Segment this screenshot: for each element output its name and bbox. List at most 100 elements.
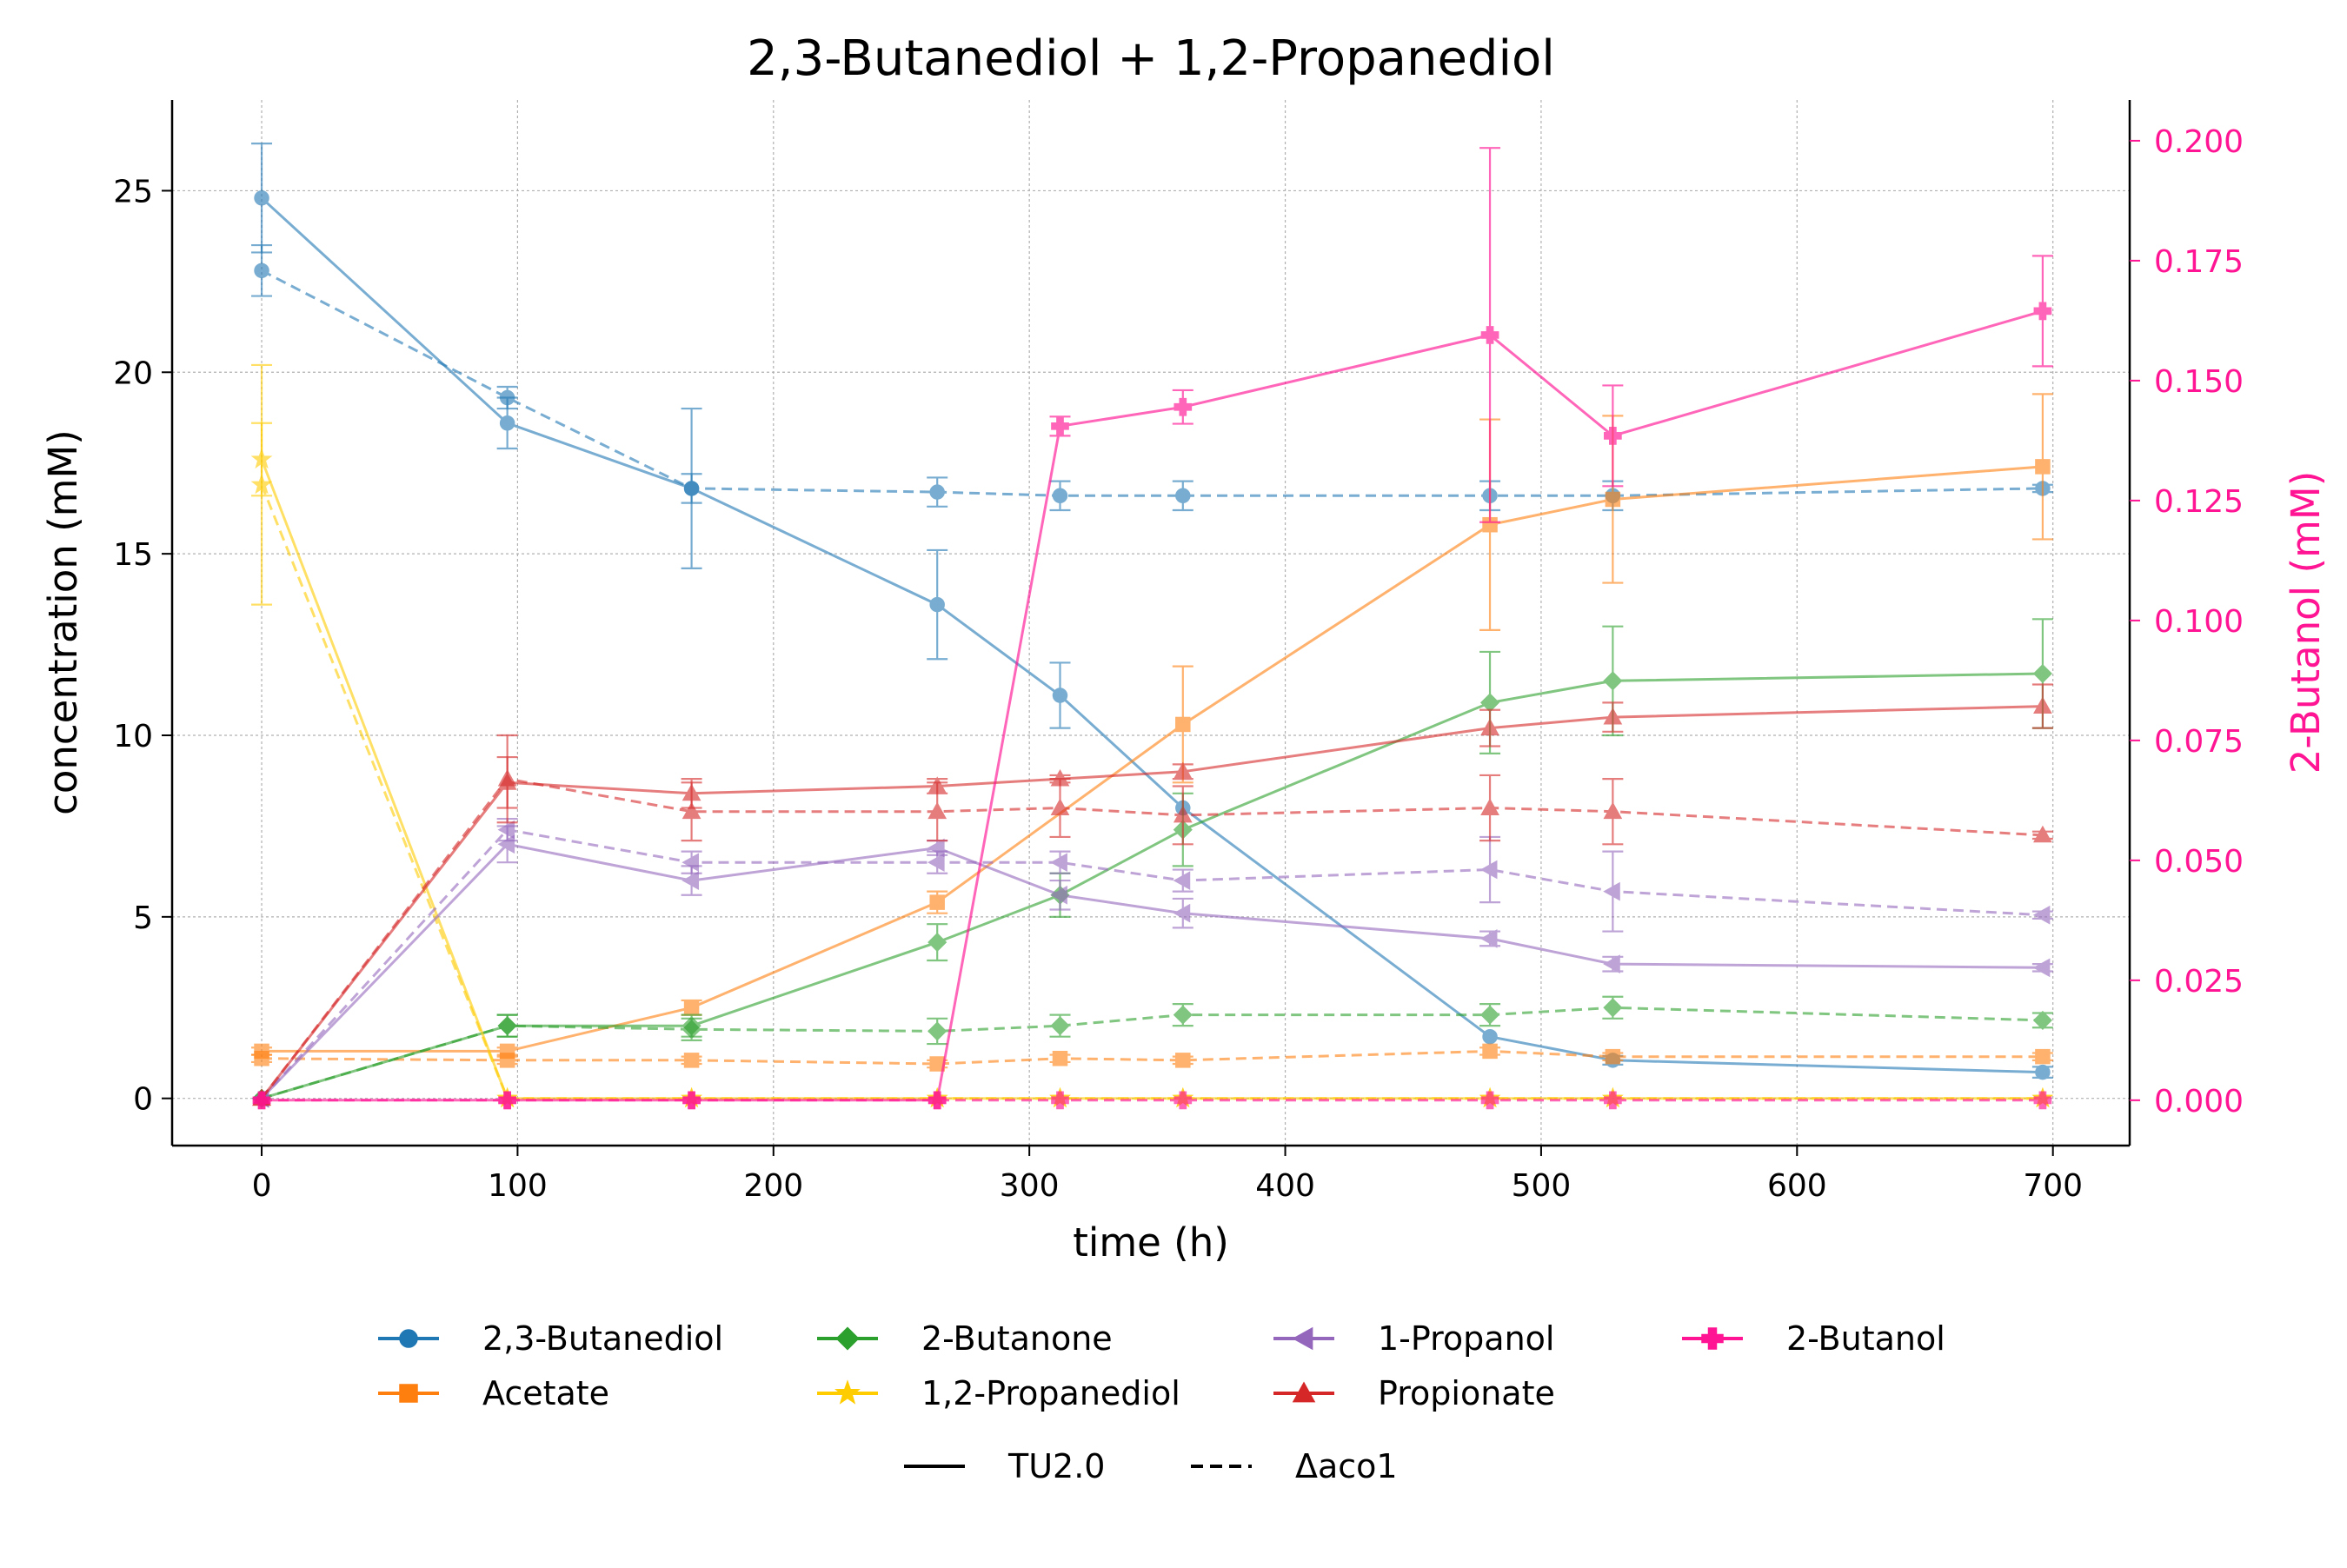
data-point (1052, 688, 1068, 703)
data-point (497, 820, 515, 840)
y-tick-label: 20 (113, 355, 153, 391)
series-line (261, 1006, 2043, 1100)
data-point (1480, 718, 1499, 736)
data-point (1603, 801, 1623, 820)
y2-tick-label: 0.200 (2154, 124, 2244, 160)
series-propionate-tu2 (252, 683, 2053, 1106)
x-tick-label: 200 (743, 1168, 803, 1204)
data-point (499, 415, 515, 431)
legend-label: 2,3-Butanediol (482, 1319, 723, 1358)
data-point (929, 596, 945, 613)
legend-item: 2-Butanol (1682, 1319, 1945, 1358)
legend-marker (1292, 1381, 1316, 1403)
data-point (1050, 798, 1070, 815)
legend-label: Propionate (1378, 1374, 1555, 1412)
y-tick-label: 0 (133, 1082, 153, 1118)
data-point (1175, 716, 1191, 733)
chart-title: 2,3-Butanediol + 1,2-Propanediol (747, 30, 1555, 87)
ticks: 0 100 200 300 400 500 600 700 0 5 10 15 20 25 0.000 0.0… (113, 124, 2244, 1204)
y2-tick-label: 0.025 (2154, 964, 2244, 1000)
data-point (1050, 853, 1067, 873)
y2-tick-label: 0.075 (2154, 724, 2244, 760)
data-point (1052, 1051, 1068, 1066)
series-2-butanol-daco1 (252, 1091, 2052, 1110)
data-point (683, 481, 700, 496)
legend-style-item: TU2.0 (904, 1447, 1105, 1485)
legend-style-item: Δaco1 (1191, 1447, 1398, 1485)
series-2-butanone-tu2 (251, 618, 2053, 1108)
data-point (1174, 397, 1193, 416)
data-point (499, 389, 515, 406)
data-point (927, 1021, 947, 1041)
legend-style-label: Δaco1 (1295, 1447, 1398, 1485)
series-2-butanone-daco1 (251, 995, 2053, 1108)
data-point (2035, 459, 2051, 475)
series-layer (250, 143, 2054, 1110)
legend-item: 1,2-Propanediol (817, 1374, 1180, 1412)
data-point (927, 801, 947, 820)
data-point (2033, 1091, 2052, 1110)
series-2-3-butanediol-daco1 (251, 243, 2053, 512)
data-point (254, 262, 269, 279)
legend-marker (835, 1326, 860, 1351)
series-2-3-butanediol-tu2 (251, 143, 2053, 1080)
data-point (1050, 1016, 1070, 1036)
data-point (2035, 1064, 2051, 1080)
data-point (499, 1053, 515, 1068)
data-point (1482, 1028, 1498, 1045)
legend-style-label: TU2.0 (1007, 1447, 1105, 1485)
x-axis-label: time (h) (1073, 1219, 1229, 1266)
data-point (683, 1000, 700, 1016)
series-acetate-daco1 (251, 1043, 2053, 1072)
data-point (681, 801, 701, 820)
data-point (1605, 1048, 1621, 1065)
x-tick-label: 500 (1512, 1168, 1572, 1204)
data-point (1480, 326, 1499, 344)
data-point (1174, 1091, 1193, 1110)
data-point (1479, 929, 1498, 948)
data-point (2032, 1010, 2052, 1030)
series-line (261, 269, 2043, 497)
legend-marker (399, 1384, 418, 1403)
data-point (929, 484, 945, 500)
y-axis-label: concentration (mM) (40, 429, 86, 815)
data-point (254, 190, 269, 206)
series-line (260, 484, 2043, 1100)
data-point (1603, 998, 1623, 1018)
y-tick-label: 5 (133, 900, 153, 936)
data-point (681, 1020, 701, 1040)
series-line (260, 777, 2043, 1100)
legend-marker (834, 1379, 861, 1405)
data-point (2033, 302, 2052, 321)
data-point (2035, 1048, 2051, 1065)
series-1-2-propanediol-tu2 (250, 422, 2054, 1108)
data-point (1175, 488, 1191, 504)
data-point (1479, 1005, 1500, 1025)
legend-label: 2-Butanol (1786, 1319, 1945, 1358)
y2-tick-label: 0.000 (2154, 1084, 2244, 1120)
data-point (1173, 871, 1191, 890)
data-point (1052, 488, 1068, 504)
series-1-propanol-daco1 (251, 817, 2053, 1108)
y2-axis-label: 2-Butanol (mM) (2283, 471, 2329, 774)
series-line (260, 196, 2043, 1074)
grid (172, 100, 2130, 1146)
legend-label: Acetate (482, 1374, 609, 1412)
legend-label: 2-Butanone (921, 1319, 1113, 1358)
data-point (1603, 707, 1623, 725)
x-tick-label: 300 (1000, 1168, 1060, 1204)
legend-label: 1-Propanol (1378, 1319, 1554, 1358)
x-tick-label: 400 (1255, 1168, 1315, 1204)
data-point (683, 1053, 700, 1068)
data-point (2033, 825, 2052, 843)
data-point (1051, 1091, 1069, 1110)
data-point (252, 1091, 271, 1110)
data-point (254, 1051, 269, 1066)
series-1-2-propanediol-daco1 (250, 363, 2054, 1108)
y2-tick-label: 0.175 (2154, 244, 2244, 280)
data-point (1050, 885, 1067, 905)
data-point (1604, 427, 1622, 445)
data-point (1479, 860, 1498, 880)
data-point (929, 894, 945, 910)
